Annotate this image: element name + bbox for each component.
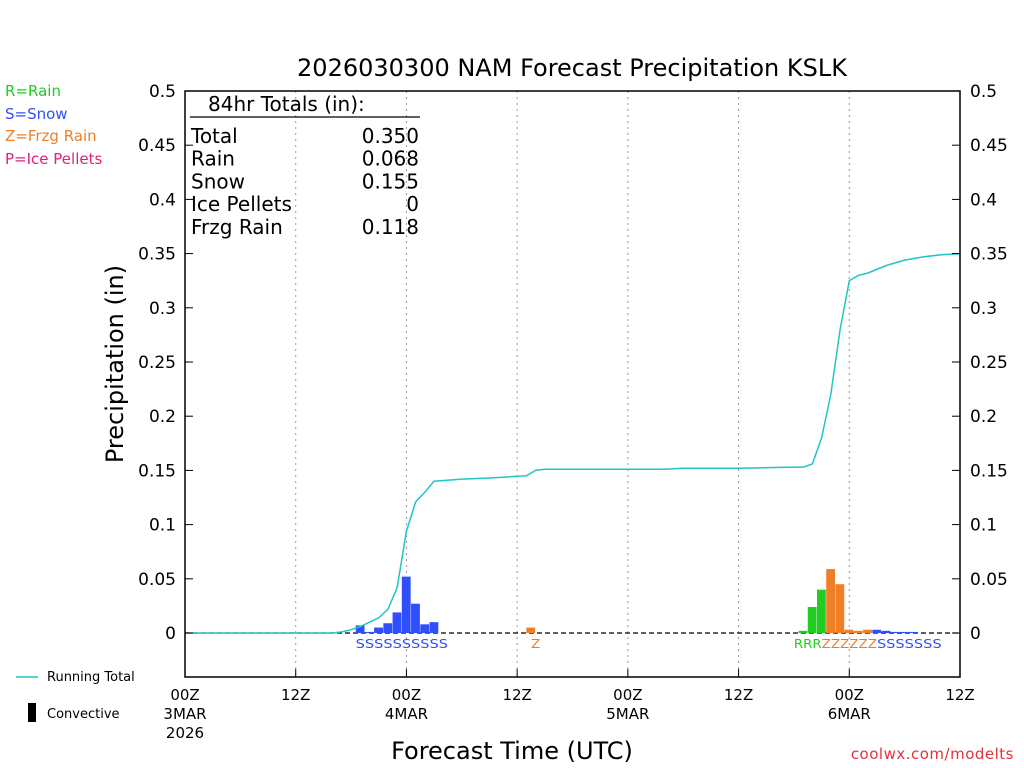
type-code: SSSSSSS: [877, 637, 942, 651]
y-tick-label-right: 0.15: [970, 461, 1008, 481]
legend-snow: S=Snow: [5, 105, 68, 123]
precip-bar: [881, 630, 891, 633]
y-tick-label-left: 0.2: [149, 407, 176, 427]
totals-box: 84hr Totals (in): Total 0.350 Rain 0.068 Sno…: [190, 92, 420, 239]
precip-bar: [807, 606, 817, 633]
y-tick-label-left: 0.05: [138, 570, 176, 590]
y-tick-label-left: 0.15: [138, 461, 176, 481]
y-tick-label-left: 0.5: [149, 82, 176, 102]
type-code: RRR: [794, 637, 822, 651]
x-tick-date: 3MAR: [163, 705, 206, 723]
y-tick-label-left: 0.45: [138, 136, 176, 156]
type-code: Z: [531, 637, 540, 651]
x-axis-label: Forecast Time (UTC): [391, 737, 633, 765]
precip-bar: [900, 631, 909, 633]
x-tick-label: 00Z: [835, 686, 864, 704]
type-code: ZZZZZZ: [822, 637, 877, 651]
totals-label: Ice Pellets: [191, 192, 292, 216]
y-tick-label-right: 0.45: [970, 136, 1008, 156]
totals-title: 84hr Totals (in):: [208, 92, 365, 116]
precip-bar: [526, 627, 536, 633]
precip-bar: [798, 630, 808, 633]
y-tick-label-left: 0.4: [149, 190, 176, 210]
x-tick-date: 5MAR: [606, 705, 649, 723]
x-tick-label: 12Z: [724, 686, 753, 704]
x-tick-label: 00Z: [170, 686, 199, 704]
precip-bar: [374, 627, 383, 633]
x-tick-label: 00Z: [392, 686, 421, 704]
totals-label: Frzg Rain: [191, 215, 283, 239]
precip-bar: [364, 631, 374, 633]
y-tick-label-left: 0.1: [149, 516, 176, 536]
precip-bar: [420, 624, 430, 633]
totals-rows: Total 0.350 Rain 0.068 Snow 0.155 Ice Pellets 0…: [190, 124, 419, 239]
x-tick-date: 6MAR: [828, 705, 871, 723]
vertical-grid: [295, 91, 850, 677]
totals-value: 0.068: [362, 147, 419, 171]
totals-value: 0.155: [362, 169, 419, 193]
plot-frame: [184, 90, 961, 678]
y-tick-label-right: 0.4: [970, 190, 997, 210]
precip-bar: [909, 631, 919, 633]
convective-legend-swatch: [28, 703, 36, 722]
y-tick-label-left: 0.3: [149, 299, 176, 319]
totals-label: Rain: [191, 147, 235, 171]
totals-value: 0: [406, 192, 419, 216]
y-tick-label-right: 0.05: [970, 570, 1008, 590]
precip-bar: [816, 589, 826, 633]
y-tick-label-right: 0.1: [970, 516, 997, 536]
bars-group: [355, 569, 919, 633]
x-tick-label: 00Z: [613, 686, 642, 704]
legend-ice-pellets: P=Ice Pellets: [5, 150, 103, 168]
running-total-legend-label: Running Total: [47, 670, 135, 685]
chart-title: 2026030300 NAM Forecast Precipitation KS…: [297, 54, 848, 82]
y-axis-label: Precipitation (in): [101, 265, 129, 463]
y-tick-label-right: 0.2: [970, 407, 997, 427]
legend-frzg-rain: Z=Frzg Rain: [5, 127, 97, 145]
y-tick-label-left: 0.35: [138, 245, 176, 265]
y-tick-label-left: 0.25: [138, 353, 176, 373]
y-tick-label-left: 0: [165, 624, 176, 644]
type-code: SSSSSSSSSS: [356, 637, 448, 651]
totals-label: Snow: [191, 169, 245, 193]
precip-bar: [411, 603, 420, 633]
totals-label: Total: [190, 124, 238, 148]
precip-bar: [392, 612, 402, 633]
y-tick-label-right: 0.25: [970, 353, 1008, 373]
running-total-line: [185, 252, 961, 634]
y-tick-label-right: 0.5: [970, 82, 997, 102]
precip-bar: [863, 629, 872, 633]
precip-bar: [844, 629, 854, 633]
y-tick-label-right: 0.3: [970, 299, 997, 319]
x-tick-label: 12Z: [281, 686, 310, 704]
y-tick-label-right: 0: [970, 624, 981, 644]
totals-value: 0.118: [362, 215, 419, 239]
precip-bar: [872, 629, 882, 633]
x-tick-year: 2026: [166, 724, 204, 742]
type-codes: SSSSSSSSSS Z RRR ZZZZZZ SSSSSSS: [356, 637, 942, 651]
precip-bar: [429, 622, 439, 633]
convective-legend-label: Convective: [47, 707, 120, 722]
x-tick-label: 12Z: [945, 686, 974, 704]
precip-bar: [355, 625, 365, 633]
precip-bar: [401, 576, 411, 633]
precip-bar: [826, 569, 836, 633]
precip-bar: [890, 631, 900, 633]
precip-bar: [383, 623, 393, 633]
y-axis-ticks: 0 0 0.05 0.05 0.1 0.1 0.15 0.15 0.2 0.2 0.25 0.25 0.…: [138, 82, 1008, 644]
legend-rain: R=Rain: [5, 82, 61, 100]
x-tick-label: 12Z: [502, 686, 531, 704]
y-tick-label-right: 0.35: [970, 245, 1008, 265]
totals-value: 0.350: [362, 124, 419, 148]
x-tick-date: 4MAR: [385, 705, 428, 723]
precip-bar: [835, 584, 845, 633]
credit-link[interactable]: coolwx.com/modelts: [850, 745, 1014, 763]
precip-bar: [853, 630, 863, 633]
